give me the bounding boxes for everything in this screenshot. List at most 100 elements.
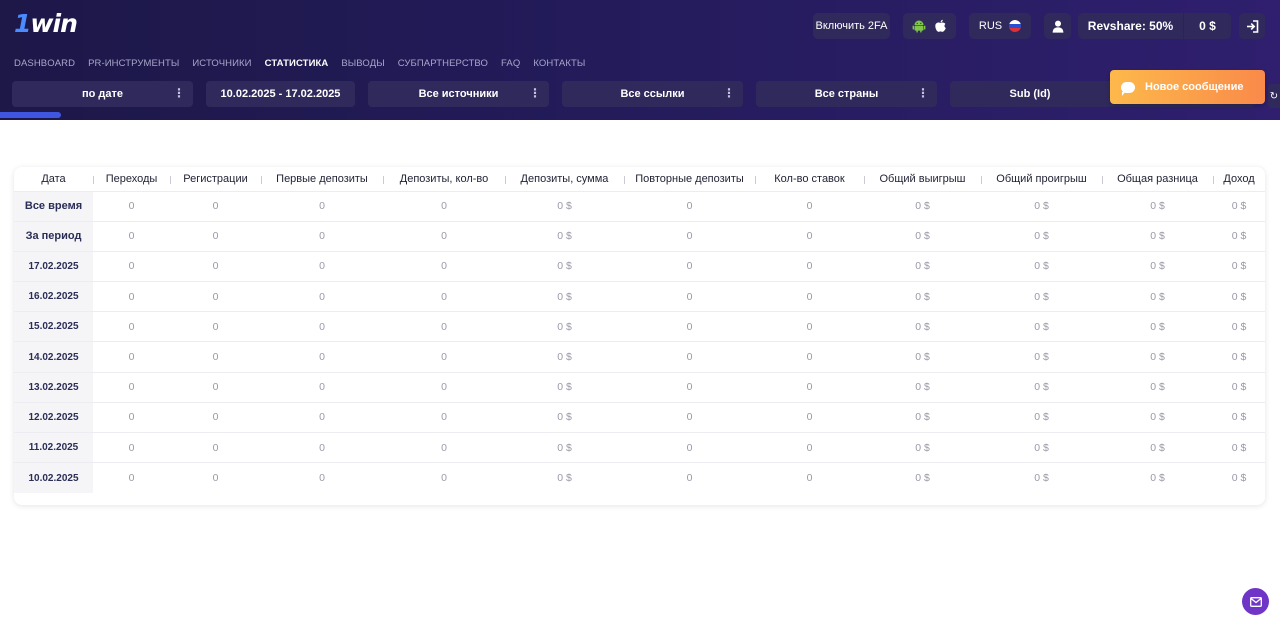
column-header-label: Кол-во ставок	[774, 172, 845, 185]
nav-item-dashboard[interactable]: DASHBOARD	[14, 58, 76, 69]
column-header[interactable]: Депозиты, сумма	[505, 167, 624, 191]
date-range-value: 10.02.2025 - 17.02.2025	[220, 88, 341, 100]
nav-item-pr-tools[interactable]: PR-ИНСТРУМЕНТЫ	[88, 58, 180, 69]
table-cell: 0	[170, 431, 261, 463]
column-separator	[170, 176, 171, 184]
column-header[interactable]: Дата	[14, 167, 93, 191]
russia-flag-icon	[1009, 20, 1022, 32]
table-cell: 0 $	[981, 431, 1102, 463]
sources-value: Все источники	[418, 88, 499, 100]
table-row: Все время 0 0 0 0 0 $0 0 0 $0 $0 $0 $	[14, 190, 1265, 222]
nav-item-faq[interactable]: FAQ	[501, 58, 521, 69]
revshare-badge: Revshare: 50%	[1078, 13, 1183, 39]
language-code: RUS	[978, 20, 1003, 32]
enable-2fa-button[interactable]: Включить 2FA	[813, 13, 890, 39]
table-cell: 0	[383, 281, 505, 312]
table-cell: 0	[755, 462, 864, 493]
table-cell: 0	[755, 220, 864, 252]
table-cell: 0	[383, 371, 505, 403]
column-header[interactable]: Переходы	[93, 167, 170, 191]
date-range-picker[interactable]: 10.02.2025 - 17.02.2025	[206, 81, 355, 107]
table-cell: 0	[261, 431, 383, 463]
column-header[interactable]: Общий выигрыш	[864, 167, 981, 191]
logout-button[interactable]	[1239, 13, 1265, 39]
refresh-icon[interactable]: ↻	[1268, 84, 1280, 108]
table-cell: 0 $	[1213, 341, 1265, 373]
mail-button[interactable]	[1242, 588, 1269, 615]
table-cell: 0	[170, 341, 261, 373]
nav-item-contacts[interactable]: КОНТАКТЫ	[533, 58, 586, 69]
table-cell: 0 $	[1213, 190, 1265, 222]
sub-id-value: Sub (Id)	[1009, 88, 1051, 100]
column-separator	[864, 176, 865, 184]
column-header[interactable]: Депозиты, кол-во	[383, 167, 505, 191]
logo[interactable]: 1win	[14, 9, 78, 38]
table-cell: 0	[170, 250, 261, 282]
table-cell: 0	[383, 462, 505, 493]
table-cell: 0	[624, 190, 755, 222]
table-cell: 0 $	[505, 311, 624, 342]
table-cell: 0	[261, 371, 383, 403]
table-row: 16.02.2025 0 0 0 0 0 $0 0 0 $0 $0 $0 $	[14, 281, 1265, 312]
table-cell: 0	[170, 311, 261, 342]
table-cell: 0	[170, 220, 261, 252]
table-cell: 0 $	[505, 220, 624, 252]
table-cell: 0	[624, 281, 755, 312]
column-header[interactable]: Кол-во ставок	[755, 167, 864, 191]
table-cell: 0	[624, 401, 755, 433]
table-cell: 0	[170, 190, 261, 222]
user-icon	[1052, 20, 1063, 33]
group-by-select[interactable]: по дате ⋮	[12, 81, 193, 107]
profile-button[interactable]	[1044, 13, 1071, 39]
table-cell: 0	[755, 431, 864, 463]
android-icon[interactable]	[912, 19, 926, 33]
statistics-table: Дата Переходы Регистрации Первые депозиты Де…	[14, 167, 1265, 493]
table-cell: 0	[261, 281, 383, 312]
table-cell: 0 $	[1213, 220, 1265, 252]
mail-icon	[1249, 596, 1262, 607]
table-cell: 0 $	[981, 281, 1102, 312]
table-cell: 0 $	[505, 190, 624, 222]
nav-item-sources[interactable]: ИСТОЧНИКИ	[192, 58, 252, 69]
language-selector[interactable]: RUS	[969, 13, 1031, 39]
table-cell: 0	[261, 250, 383, 282]
table-cell: 0 $	[1102, 250, 1213, 282]
app-download-button[interactable]	[903, 13, 956, 39]
table-cell: 0	[755, 281, 864, 312]
column-header[interactable]: Общий проигрыш	[981, 167, 1102, 191]
column-header[interactable]: Повторные депозиты	[624, 167, 755, 191]
column-header-label: Общая разница	[1117, 172, 1198, 185]
table-cell: 0 $	[864, 281, 981, 312]
table-cell: 0	[383, 431, 505, 463]
new-message-toast[interactable]: Новое сообщение	[1110, 70, 1265, 104]
column-header[interactable]: Доход	[1213, 167, 1265, 191]
apple-icon[interactable]	[934, 19, 947, 33]
table-cell: 0 $	[1213, 401, 1265, 433]
countries-select[interactable]: Все страны ⋮	[756, 81, 937, 107]
nav-item-statistics[interactable]: СТАТИСТИКА	[264, 58, 329, 69]
nav-item-subpartnership[interactable]: СУБПАРТНЕРСТВО	[397, 58, 489, 69]
column-separator	[383, 176, 384, 184]
column-separator	[1213, 176, 1214, 184]
table-cell: 0	[383, 190, 505, 222]
table-cell: 0	[624, 341, 755, 373]
nav-item-withdrawals[interactable]: ВЫВОДЫ	[341, 58, 385, 69]
table-cell: 0	[755, 371, 864, 403]
links-select[interactable]: Все ссылки ⋮	[562, 81, 743, 107]
table-cell: 0	[624, 371, 755, 403]
column-header-label: Общий проигрыш	[996, 172, 1087, 185]
table-row: 17.02.2025 0 0 0 0 0 $0 0 0 $0 $0 $0 $	[14, 250, 1265, 282]
table-cell: 0	[755, 341, 864, 373]
sources-select[interactable]: Все источники ⋮	[368, 81, 549, 107]
column-separator	[93, 176, 94, 184]
table-cell: 0 $	[1213, 250, 1265, 282]
countries-value: Все страны	[814, 88, 879, 100]
column-header[interactable]: Регистрации	[170, 167, 261, 191]
column-header[interactable]: Общая разница	[1102, 167, 1213, 191]
table-cell: 0	[93, 371, 170, 403]
table-cell: 0 $	[864, 250, 981, 282]
table-row: 15.02.2025 0 0 0 0 0 $0 0 0 $0 $0 $0 $	[14, 311, 1265, 342]
column-header[interactable]: Первые депозиты	[261, 167, 383, 191]
table-cell: 0	[755, 401, 864, 433]
header: 1win Включить 2FA RUS	[0, 0, 1280, 120]
